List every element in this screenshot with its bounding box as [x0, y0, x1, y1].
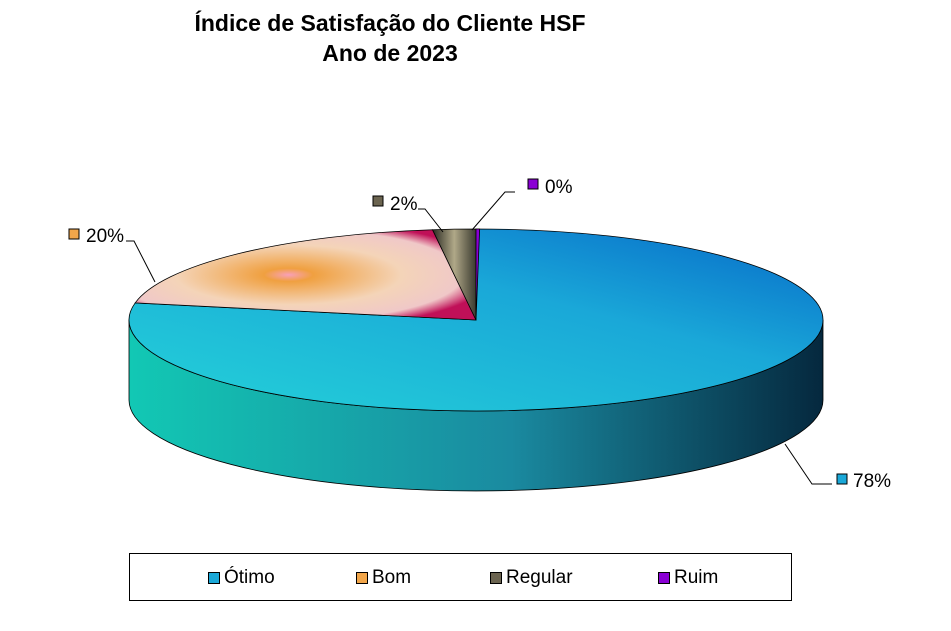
legend-item-ruim: Ruim	[658, 567, 718, 589]
data-label-ruim: 0%	[545, 177, 573, 198]
label-swatch-ruim	[527, 178, 539, 190]
data-label-bom: 20%	[86, 226, 124, 247]
pie-slice-bom	[134, 229, 477, 321]
legend-swatch-bom	[356, 572, 368, 584]
data-label-otimo: 78%	[853, 471, 891, 492]
legend-swatch-regular	[490, 572, 502, 584]
legend-item-otimo: Ótimo	[208, 567, 275, 589]
legend-item-bom: Bom	[356, 567, 411, 589]
chart-title-line-1: Índice de Satisfação do Cliente HSF	[194, 10, 586, 36]
label-swatch-regular	[372, 195, 384, 207]
label-swatch-bom	[68, 228, 80, 240]
label-swatch-otimo	[836, 473, 848, 485]
leader-line-otimo	[784, 443, 832, 485]
pie-slice-otimo	[128, 228, 824, 412]
legend-label-otimo: Ótimo	[224, 567, 275, 588]
leader-line-regular	[418, 208, 444, 233]
legend-label-bom: Bom	[372, 567, 412, 588]
label-group: 78% 20% 2% 0%	[68, 177, 891, 492]
legend-label-ruim: Ruim	[674, 567, 719, 588]
legend-label-regular: Regular	[506, 567, 573, 588]
leader-line-bom	[126, 240, 156, 283]
chart-title: Índice de Satisfação do Cliente HSF Ano …	[90, 8, 690, 68]
legend-swatch-otimo	[208, 572, 220, 584]
legend-swatch-ruim	[658, 572, 670, 584]
pie-group	[128, 228, 824, 492]
data-label-regular: 2%	[390, 194, 418, 215]
chart-title-line-2: Ano de 2023	[322, 40, 458, 66]
leader-line-ruim	[471, 191, 515, 231]
pie-chart: 78% 20% 2% 0%	[68, 177, 891, 492]
legend-item-regular: Regular	[490, 567, 573, 589]
legend: Ótimo Bom Regular Ruim	[129, 553, 792, 601]
pie-slice-ruim	[475, 228, 481, 321]
